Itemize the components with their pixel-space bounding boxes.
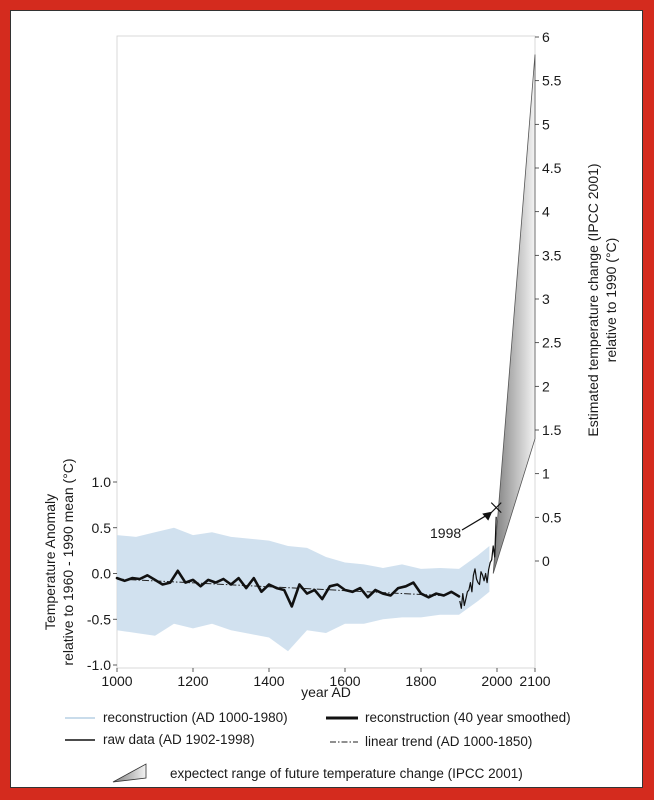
projection-wedge (493, 55, 535, 574)
right-axis-title-line2: relative to 1990 (°C) (603, 238, 619, 363)
left-axis-title-line1: Temperature Anomaly (42, 494, 58, 630)
x-tick-label: 1800 (405, 673, 436, 689)
right-tick-label: 3.5 (542, 247, 562, 263)
right-tick-label: 0 (542, 553, 550, 569)
left-tick-label: -0.5 (87, 611, 111, 627)
left-tick-label: -1.0 (87, 657, 111, 673)
x-tick-label: 1200 (177, 673, 208, 689)
left-axis-title-line2: relative to 1960 - 1990 mean (°C) (60, 458, 76, 665)
right-axis-title-line1: Estimated temperature change (IPCC 2001) (585, 163, 601, 436)
legend: reconstruction (AD 1000-1980) reconstruc… (65, 710, 571, 782)
left-tick-label: 0.5 (92, 520, 112, 536)
left-tick-label: 1.0 (92, 474, 112, 490)
annotation-1998: 1998 (430, 525, 461, 541)
right-tick-label: 4 (542, 204, 550, 220)
right-tick-label: 5.5 (542, 73, 562, 89)
right-tick-label: 2 (542, 378, 550, 394)
right-tick-label: 5 (542, 116, 550, 132)
x-axis-title: year AD (301, 684, 351, 700)
right-tick-label: 2.5 (542, 335, 562, 351)
x-tick-label: 2000 (481, 673, 512, 689)
right-tick-label: 1.5 (542, 422, 562, 438)
annotation-arrow-head (482, 512, 492, 521)
right-tick-label: 1 (542, 466, 550, 482)
legend-label-trend: linear trend (AD 1000-1850) (365, 734, 532, 749)
legend-label-projection: expectect range of future temperature ch… (170, 766, 523, 781)
x-tick-label: 2100 (519, 673, 550, 689)
left-tick-label: 0.0 (92, 566, 112, 582)
x-tick-label: 1400 (253, 673, 284, 689)
right-tick-label: 6 (542, 29, 550, 45)
legend-label-reconstruction: reconstruction (AD 1000-1980) (103, 710, 288, 725)
legend-swatch-projection (113, 764, 146, 782)
legend-label-raw: raw data (AD 1902-1998) (103, 732, 255, 747)
right-tick-label: 4.5 (542, 160, 562, 176)
right-tick-label: 3 (542, 291, 550, 307)
x-tick-label: 1000 (101, 673, 132, 689)
projection-layer (493, 55, 535, 574)
legend-label-smoothed: reconstruction (40 year smoothed) (365, 710, 571, 725)
right-tick-label: 0.5 (542, 509, 562, 525)
